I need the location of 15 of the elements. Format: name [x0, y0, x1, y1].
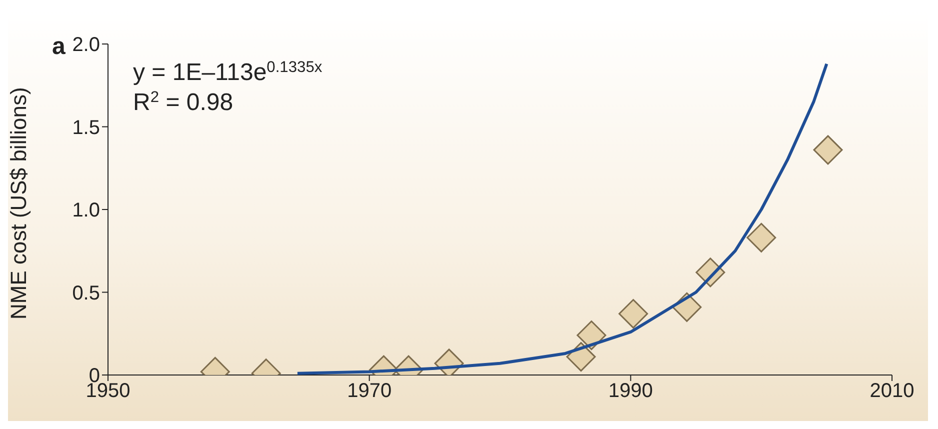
- text: a: [52, 33, 66, 60]
- annotation: y = 1E–113e$^{0.1335x}$: [133, 58, 322, 86]
- point: [576, 320, 606, 350]
- point: [813, 135, 843, 165]
- x-tick-label: 1970: [347, 380, 392, 402]
- y-tick-label: 0.5: [72, 282, 100, 304]
- y-tick-label: 1.5: [72, 116, 100, 139]
- point: [746, 222, 776, 252]
- y-tick-label: 2.0: [72, 34, 100, 56]
- y-axis-title: NME cost (US$ billions): [6, 87, 31, 320]
- y-tick-label: 1.0: [72, 200, 100, 222]
- point: [618, 299, 648, 329]
- x-tick-label: 1990: [608, 380, 653, 402]
- x-tick-label: 2010: [870, 380, 914, 402]
- annotation: R$^{2}$ = 0.98: [133, 88, 234, 116]
